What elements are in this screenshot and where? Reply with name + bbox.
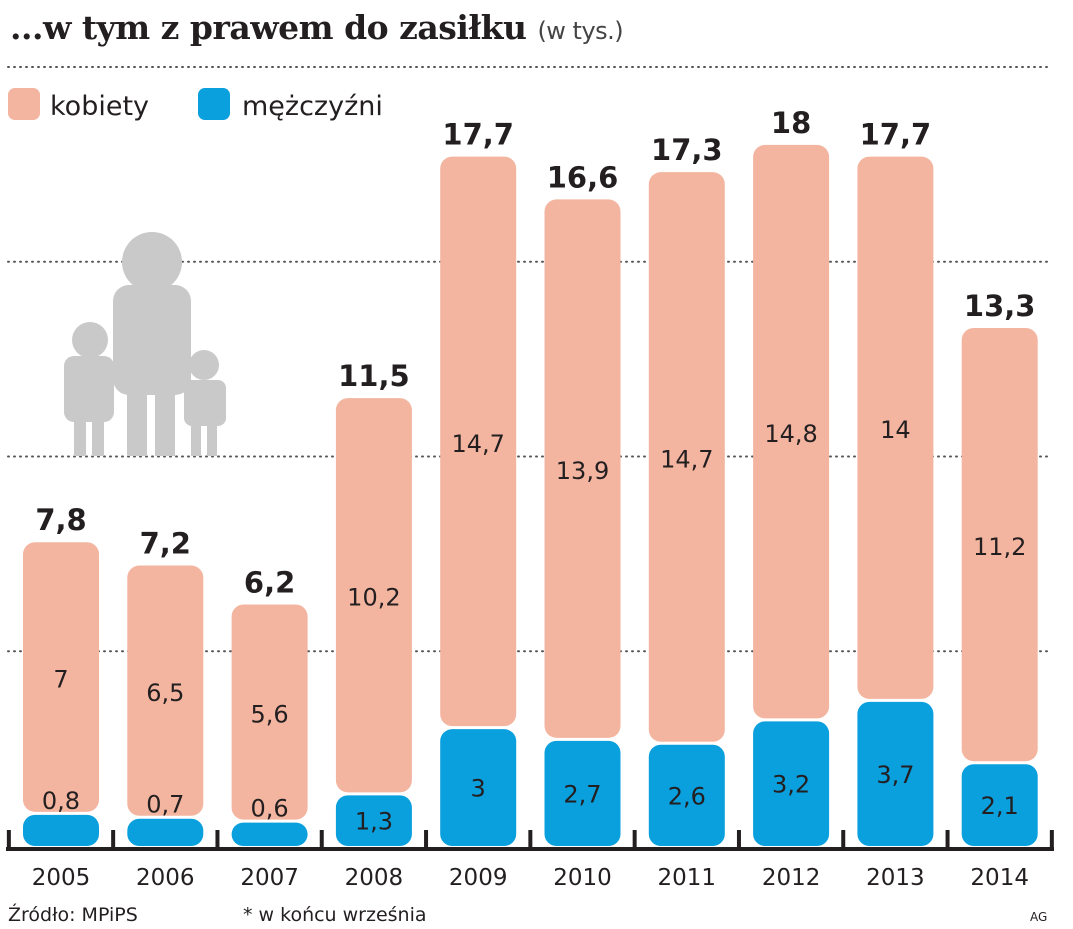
total-label: 7,8 xyxy=(35,503,86,537)
total-label: 13,3 xyxy=(964,289,1036,323)
bar-mezczyzni xyxy=(23,814,99,846)
bar-mezczyzni xyxy=(544,740,621,846)
child-leg-icon xyxy=(74,415,86,456)
bar-kobiety xyxy=(127,565,204,816)
label-mezczyzni: 2,1 xyxy=(981,792,1019,820)
label-mezczyzni: 0,6 xyxy=(251,795,289,823)
bar-mezczyzni xyxy=(961,764,1038,846)
label-mezczyzni: 0,8 xyxy=(42,787,80,815)
x-tick-label: 2012 xyxy=(762,865,821,891)
bar-kobiety xyxy=(440,156,517,727)
label-kobiety: 14 xyxy=(880,416,911,444)
label-kobiety: 7 xyxy=(53,666,68,694)
x-tick-label: 2007 xyxy=(240,865,299,891)
label-mezczyzni: 3,2 xyxy=(772,771,810,799)
total-label: 11,5 xyxy=(338,359,410,393)
x-tick-label: 2011 xyxy=(658,865,717,891)
legend-label-kobiety: kobiety xyxy=(50,91,149,122)
legend-label-mezczyzni: mężczyźni xyxy=(242,91,383,122)
legend-swatch-mezczyzni xyxy=(198,88,230,120)
bar-kobiety xyxy=(544,199,621,738)
label-mezczyzni: 2,7 xyxy=(563,780,601,808)
child-leg-icon xyxy=(207,420,217,456)
source-note: Źródło: MPiPS xyxy=(8,904,138,926)
total-label: 17,3 xyxy=(651,133,723,167)
credit: AG xyxy=(1030,910,1048,924)
bar-kobiety xyxy=(231,604,308,820)
total-label: 16,6 xyxy=(547,160,619,194)
label-mezczyzni: 3 xyxy=(471,775,486,803)
total-label: 18 xyxy=(771,106,811,140)
label-kobiety: 5,6 xyxy=(251,701,289,729)
chart-subtitle: (w tys.) xyxy=(537,17,624,45)
x-tick-label: 2013 xyxy=(866,865,925,891)
total-label: 17,7 xyxy=(860,118,932,152)
child-leg-icon xyxy=(191,420,201,456)
bar-kobiety xyxy=(335,398,412,793)
label-mezczyzni: 3,7 xyxy=(876,761,914,789)
child-body-icon xyxy=(184,380,226,426)
x-tick-label: 2005 xyxy=(32,865,91,891)
label-kobiety: 6,5 xyxy=(146,679,184,707)
label-mezczyzni: 1,3 xyxy=(355,808,393,836)
label-kobiety: 14,8 xyxy=(764,420,817,448)
bar-kobiety xyxy=(961,327,1038,762)
child-body-icon xyxy=(64,356,114,422)
bar-kobiety xyxy=(857,156,934,699)
x-tick-label: 2014 xyxy=(970,865,1029,891)
bar-mezczyzni xyxy=(753,721,830,846)
total-label: 17,7 xyxy=(442,118,514,152)
bar-mezczyzni xyxy=(127,818,204,846)
bar-mezczyzni xyxy=(857,701,934,846)
bar-kobiety xyxy=(23,542,99,812)
label-mezczyzni: 2,6 xyxy=(668,782,706,810)
bar-mezczyzni xyxy=(440,729,517,846)
total-label: 7,2 xyxy=(140,527,191,561)
bar-mezczyzni xyxy=(648,744,725,846)
chart-title: ...w tym z prawem do zasiłku (w tys.) xyxy=(10,8,624,47)
total-label: 6,2 xyxy=(244,566,295,600)
label-mezczyzni: 0,7 xyxy=(146,791,184,819)
label-kobiety: 11,2 xyxy=(973,533,1026,561)
label-kobiety: 14,7 xyxy=(660,445,713,473)
mother-head-icon xyxy=(122,232,182,292)
footnote: * w końcu września xyxy=(243,904,427,926)
bar-mezczyzni xyxy=(231,822,308,846)
mother-leg-icon xyxy=(127,380,147,456)
child-leg-icon xyxy=(92,415,104,456)
bar-kobiety xyxy=(753,144,830,719)
mother-leg-icon xyxy=(155,380,175,456)
child-head-icon xyxy=(72,322,108,358)
x-tick-label: 2010 xyxy=(553,865,612,891)
x-tick-label: 2006 xyxy=(136,865,195,891)
legend-swatch-kobiety xyxy=(8,88,40,120)
bar-mezczyzni xyxy=(335,795,412,846)
child-head-icon xyxy=(189,350,219,380)
x-tick-label: 2008 xyxy=(345,865,404,891)
label-kobiety: 13,9 xyxy=(556,457,609,485)
x-tick-label: 2009 xyxy=(449,865,508,891)
label-kobiety: 10,2 xyxy=(347,584,400,612)
label-kobiety: 14,7 xyxy=(451,430,504,458)
mother-body-icon xyxy=(113,285,191,395)
bar-kobiety xyxy=(648,172,725,742)
